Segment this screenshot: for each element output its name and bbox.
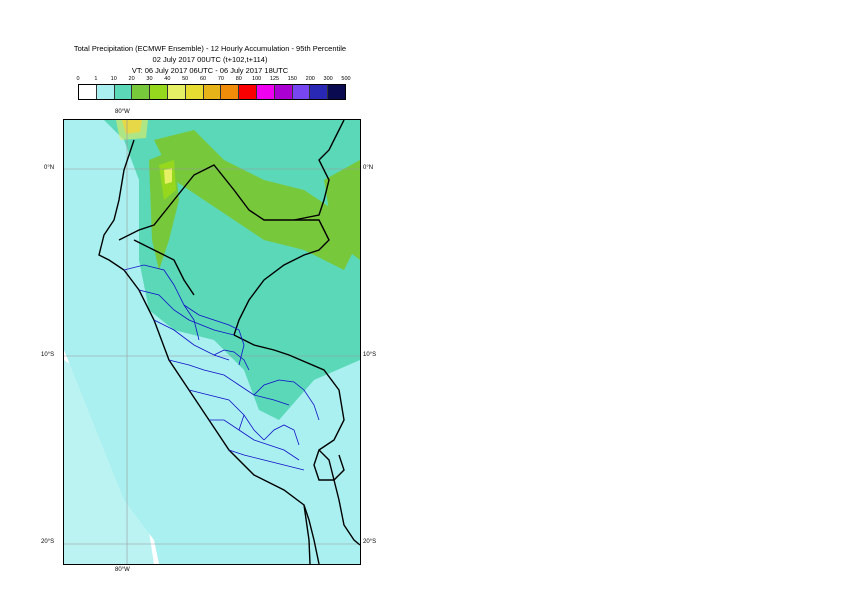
legend-swatch-0 [79, 85, 97, 99]
legend-swatch-6 [185, 85, 204, 99]
lat-label-right-0: 0°N [363, 165, 374, 171]
base-time: 02 July 2017 00UTC (t+102,t+114) [152, 55, 268, 64]
precip-area-yellow [164, 168, 172, 184]
border-bolivia [318, 449, 360, 546]
legend-tick-8: 70 [217, 76, 224, 82]
country-borders [98, 120, 360, 564]
legend-tick-2: 10 [110, 76, 117, 82]
legend-swatch-9 [239, 85, 257, 99]
legend-tick-1: 1 [94, 76, 98, 82]
legend-tick-14: 300 [323, 76, 333, 82]
border-chile [303, 504, 320, 564]
regional-borders [123, 264, 320, 471]
legend-tick-15: 500 [341, 76, 351, 82]
legend-swatch-1 [96, 85, 115, 99]
graticule [64, 120, 360, 564]
lat-label-left-10s: 10°S [41, 352, 55, 358]
precip-area-green-north [154, 130, 354, 270]
precip-area-green-east [324, 160, 360, 260]
border-brazil [233, 334, 345, 481]
legend-swatch-11 [274, 85, 293, 99]
lat-label-left-20s: 20°S [41, 539, 55, 545]
legend-tick-3: 20 [128, 76, 135, 82]
legend-tick-12: 150 [287, 76, 297, 82]
lon-label-bottom: 80°W [115, 567, 130, 573]
legend-swatch-14 [328, 85, 345, 99]
legend-tick-4: 30 [146, 76, 153, 82]
legend-swatch-5 [167, 85, 186, 99]
legend-tick-11: 125 [269, 76, 280, 82]
legend-swatch-8 [221, 85, 240, 99]
border-colombia [293, 120, 345, 221]
lat-label-left-0: 0°N [44, 165, 55, 171]
legend-swatch-3 [132, 85, 151, 99]
legend-swatch-2 [114, 85, 133, 99]
precip-area-light-east-band [314, 360, 360, 450]
lon-label-top: 80°W [115, 109, 130, 115]
legend-tick-5: 40 [164, 76, 171, 82]
legend-tick-7: 60 [200, 76, 207, 82]
legend-swatch-10 [256, 85, 275, 99]
legend-swatch-4 [150, 85, 168, 99]
precip-field [64, 120, 360, 564]
chart-title: Total Precipitation (ECMWF Ensemble) - 1… [73, 44, 347, 53]
legend-swatch-7 [203, 85, 222, 99]
legend-tick-13: 200 [305, 76, 315, 82]
legend-swatch-12 [292, 85, 311, 99]
precip-area-yellow-peak [116, 120, 148, 140]
color-legend [78, 84, 346, 100]
legend-tick-labels: 0 1 10 20 30 40 50 60 70 80 100 125 150 200 300 500 [0, 76, 842, 84]
legend-tick-0: 0 [76, 76, 80, 82]
lat-label-right-10s: 10°S [363, 352, 377, 358]
map-canvas [64, 120, 360, 564]
precipitation-map [63, 119, 361, 565]
valid-time: VT: 06 July 2017 06UTC - 06 July 2017 18… [131, 66, 289, 75]
legend-tick-6: 50 [182, 76, 189, 82]
lat-label-right-20s: 20°S [363, 539, 377, 545]
legend-swatch-13 [310, 85, 329, 99]
legend-tick-9: 80 [235, 76, 242, 82]
legend-tick-10: 100 [252, 76, 262, 82]
precip-area-light-ocean [64, 360, 154, 564]
ecuador-south [133, 239, 195, 296]
